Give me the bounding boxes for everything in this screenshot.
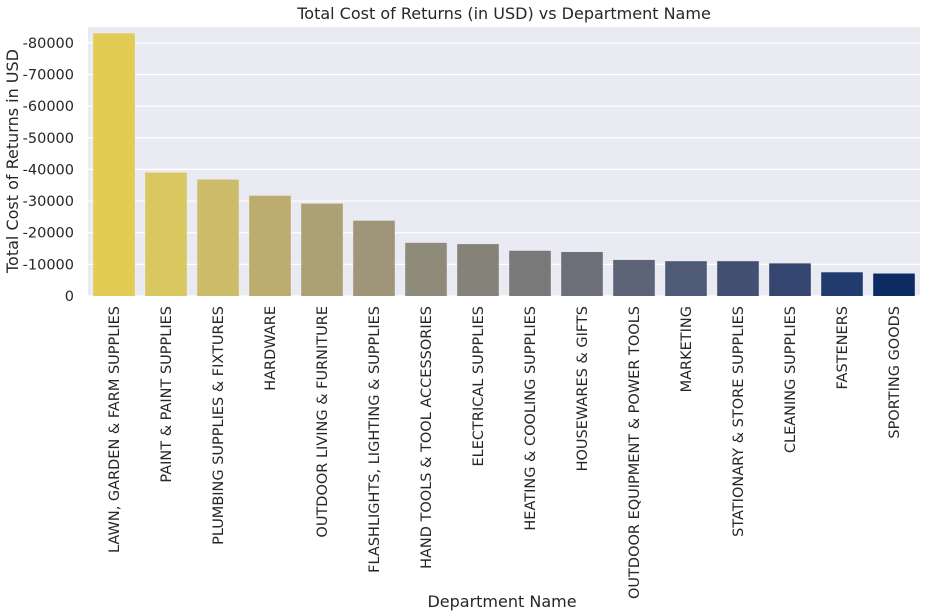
y-tick-label: -50000 xyxy=(23,131,74,147)
x-tick-label: SPORTING GOODS xyxy=(887,306,903,439)
x-tick-label: HEATING & COOLING SUPPLIES xyxy=(523,306,539,531)
bars xyxy=(93,33,915,297)
y-axis-title: Total Cost of Returns in USD xyxy=(3,49,22,274)
x-tick-label: LAWN, GARDEN & FARM SUPPLIES xyxy=(107,306,123,553)
x-tick-label: HAND TOOLS & TOOL ACCESSORIES xyxy=(419,306,435,569)
y-tick-label: -30000 xyxy=(23,194,74,210)
x-tick-label: PLUMBING SUPPLIES & FIXTURES xyxy=(211,306,227,545)
x-tick-label: OUTDOOR LIVING & FURNITURE xyxy=(315,306,331,538)
bar xyxy=(145,172,187,296)
bar xyxy=(93,33,135,297)
x-axis-title: Department Name xyxy=(427,592,576,611)
bar xyxy=(717,261,759,296)
bar xyxy=(509,250,551,296)
bar xyxy=(353,220,395,296)
x-tick-labels: LAWN, GARDEN & FARM SUPPLIES PAINT & PAIN… xyxy=(107,306,903,599)
bar xyxy=(197,179,239,296)
x-tick-label: HOUSEWARES & GIFTS xyxy=(575,306,591,471)
bar xyxy=(249,195,291,296)
y-tick-label: -40000 xyxy=(23,162,74,178)
bar xyxy=(665,261,707,296)
chart-title: Total Cost of Returns (in USD) vs Depart… xyxy=(296,4,711,23)
x-tick-label: ELECTRICAL SUPPLIES xyxy=(471,306,487,467)
y-tick-label: -10000 xyxy=(23,257,74,273)
y-tick-label: -80000 xyxy=(23,36,74,52)
y-tick-label: -70000 xyxy=(23,67,74,83)
y-tick-label: 0 xyxy=(65,289,74,305)
bar xyxy=(301,203,343,296)
bar xyxy=(821,272,863,296)
bar xyxy=(561,252,603,296)
x-tick-label: MARKETING xyxy=(679,306,695,392)
bar xyxy=(405,242,447,296)
x-tick-label: OUTDOOR EQUIPMENT & POWER TOOLS xyxy=(627,306,643,599)
x-tick-label: STATIONARY & STORE SUPPLIES xyxy=(731,306,747,537)
x-tick-label: FLASHLIGHTS, LIGHTING & SUPPLIES xyxy=(367,306,383,573)
x-tick-label: CLEANING SUPPLIES xyxy=(783,306,799,453)
y-tick-labels: 0 -10000 -20000 -30000 -40000 -50000 -60000 -70… xyxy=(23,36,74,305)
bar xyxy=(613,259,655,296)
x-tick-label: FASTENERS xyxy=(835,306,851,389)
bar xyxy=(769,263,811,296)
x-tick-label: HARDWARE xyxy=(263,306,279,391)
y-tick-label: -20000 xyxy=(23,226,74,242)
bar xyxy=(457,244,499,296)
y-tick-label: -60000 xyxy=(23,99,74,115)
bar xyxy=(873,273,915,296)
x-tick-label: PAINT & PAINT SUPPLIES xyxy=(159,306,175,483)
